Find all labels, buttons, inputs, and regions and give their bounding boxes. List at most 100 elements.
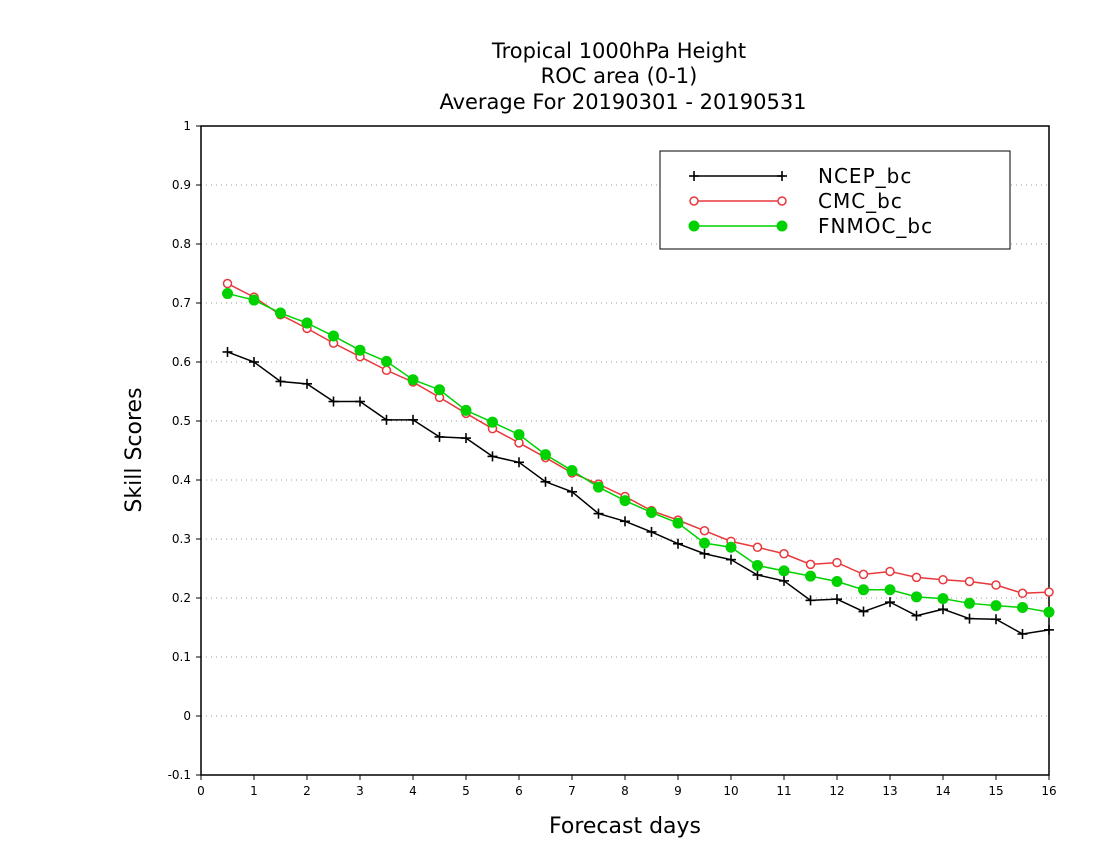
y-axis-label: Skill Scores (122, 387, 147, 512)
y-tick-label: 0.6 (172, 355, 191, 369)
data-point-fnmoc-bc (858, 584, 869, 596)
x-tick-label: 5 (462, 784, 470, 798)
y-tick-label: 0 (183, 709, 191, 723)
data-point-ncep-bc (461, 433, 471, 444)
data-point-ncep-bc (911, 610, 922, 621)
data-point-ncep-bc (328, 396, 339, 407)
legend-item-ncep-bc: NCEP_bc (689, 164, 912, 188)
data-point-ncep-bc (540, 476, 551, 487)
x-tick-label: 11 (776, 784, 791, 798)
x-tick-label: 9 (674, 784, 682, 798)
legend-label-cmc-bc: CMC_bc (818, 189, 903, 213)
data-point-fnmoc-bc (990, 600, 1002, 612)
x-tick-label: 6 (515, 784, 523, 798)
legend-item-cmc-bc: CMC_bc (689, 189, 903, 213)
data-point-ncep-bc (885, 597, 895, 608)
data-point-fnmoc-bc (301, 317, 313, 329)
y-tick-label: 0.5 (172, 414, 191, 428)
data-point-ncep-bc (938, 604, 948, 615)
data-point-ncep-bc (593, 508, 604, 519)
data-point-ncep-bc (858, 606, 869, 617)
data-point-ncep-bc (752, 569, 763, 580)
data-point-cmc-bc (964, 576, 975, 587)
data-point-fnmoc-bc (328, 330, 339, 342)
data-point-cmc-bc (885, 566, 895, 577)
data-point-cmc-bc (911, 572, 922, 583)
data-point-ncep-bc (249, 357, 259, 367)
x-tick-label: 2 (303, 784, 311, 798)
series-fnmoc-bc (222, 288, 1055, 618)
chart-title-line-1: Tropical 1000hPa Height (491, 39, 746, 63)
data-point-fnmoc-bc (778, 565, 790, 577)
data-point-ncep-bc (805, 595, 816, 606)
data-point-fnmoc-bc (884, 584, 896, 596)
legend-marker-ncep-bc (689, 171, 699, 181)
data-point-ncep-bc (620, 516, 630, 527)
y-tick-label: 0.3 (172, 532, 191, 546)
series-cmc-bc (222, 278, 1054, 599)
series-line-fnmoc-bc (227, 292, 1050, 613)
data-point-fnmoc-bc (619, 495, 631, 507)
legend-marker-fnmoc-bc (688, 220, 700, 232)
data-point-ncep-bc (779, 575, 789, 586)
data-point-ncep-bc (726, 554, 736, 565)
x-tick-label: 7 (568, 784, 576, 798)
x-tick-label: 10 (723, 784, 738, 798)
data-point-fnmoc-bc (593, 481, 604, 493)
data-point-ncep-bc (1017, 628, 1028, 639)
data-point-fnmoc-bc (831, 575, 843, 587)
data-point-fnmoc-bc (354, 344, 366, 356)
y-tick-label: 0.7 (172, 296, 191, 310)
chart-title-line-2: ROC area (0-1) (541, 64, 698, 88)
series-layer (222, 278, 1055, 639)
data-point-fnmoc-bc (1017, 601, 1028, 613)
y-tick-label: 0.4 (172, 473, 191, 487)
y-tick-label: 0.8 (172, 237, 191, 251)
data-point-fnmoc-bc (646, 506, 657, 518)
legend-box (659, 150, 1011, 250)
data-point-fnmoc-bc (460, 404, 472, 416)
x-tick-label: 0 (197, 784, 205, 798)
legend-marker-cmc-bc (777, 196, 787, 206)
y-tick-label: 1 (183, 119, 191, 133)
data-point-ncep-bc (1044, 624, 1054, 635)
x-tick-label: 15 (988, 784, 1003, 798)
x-tick-label: 16 (1041, 784, 1056, 798)
data-point-fnmoc-bc (725, 541, 737, 553)
legend-item-fnmoc-bc: FNMOC_bc (688, 214, 933, 238)
data-point-cmc-bc (1017, 588, 1028, 599)
data-point-fnmoc-bc (964, 597, 975, 609)
legend-label-fnmoc-bc: FNMOC_bc (818, 214, 933, 238)
data-point-ncep-bc (222, 346, 233, 357)
legend-marker-cmc-bc (689, 196, 699, 206)
data-point-ncep-bc (567, 486, 577, 497)
y-tick-label: 0.9 (172, 178, 191, 192)
data-point-ncep-bc (673, 538, 683, 549)
x-tick-label: 1 (250, 784, 258, 798)
data-point-fnmoc-bc (752, 560, 763, 572)
data-point-cmc-bc (699, 525, 710, 536)
data-point-fnmoc-bc (381, 355, 392, 367)
x-tick-label: 14 (935, 784, 950, 798)
x-tick-label: 4 (409, 784, 417, 798)
legend-marker-ncep-bc (777, 171, 787, 181)
data-point-cmc-bc (858, 569, 869, 580)
x-tick-label: 13 (882, 784, 897, 798)
chart-title-line-3: Average For 20190301 - 20190531 (439, 90, 806, 114)
data-point-ncep-bc (355, 396, 365, 407)
data-point-fnmoc-bc (513, 429, 525, 441)
x-tick-label: 12 (829, 784, 844, 798)
data-point-fnmoc-bc (248, 294, 260, 306)
data-point-ncep-bc (964, 613, 975, 624)
series-line-ncep-bc (227, 351, 1050, 635)
data-point-fnmoc-bc (805, 570, 816, 582)
x-tick-label: 8 (621, 784, 629, 798)
data-point-fnmoc-bc (487, 416, 498, 428)
y-tick-label: 0.2 (172, 591, 191, 605)
data-point-cmc-bc (222, 278, 233, 289)
data-point-fnmoc-bc (407, 374, 419, 386)
data-point-fnmoc-bc (434, 384, 445, 396)
legend-label-ncep-bc: NCEP_bc (818, 164, 912, 188)
data-point-ncep-bc (487, 451, 498, 462)
